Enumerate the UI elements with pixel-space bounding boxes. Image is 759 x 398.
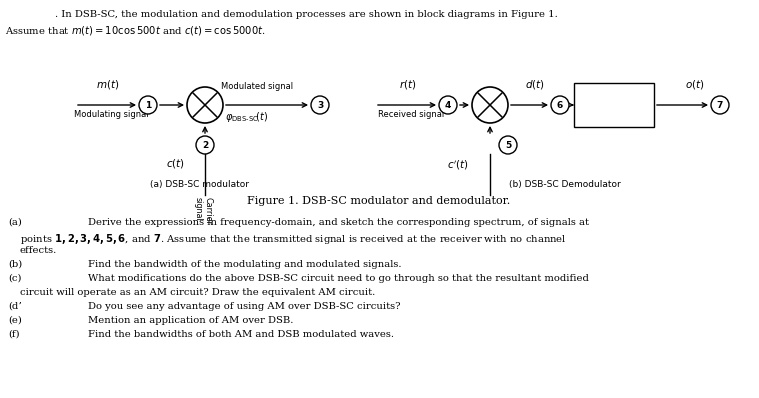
Text: circuit will operate as an AM circuit? Draw the equivalent AM circuit.: circuit will operate as an AM circuit? D…	[20, 288, 375, 297]
Text: Low-pass: Low-pass	[594, 94, 634, 103]
Text: $o(t)$: $o(t)$	[685, 78, 705, 91]
Circle shape	[711, 96, 729, 114]
Text: Mention an application of AM over DSB.: Mention an application of AM over DSB.	[88, 316, 294, 325]
Text: (a): (a)	[8, 218, 22, 227]
Text: Figure 1. DSB-SC modulator and demodulator.: Figure 1. DSB-SC modulator and demodulat…	[247, 196, 511, 206]
Text: points $\mathbf{1, 2, 3, 4, 5, 6}$, and $\mathbf{7}$. Assume that the transmitte: points $\mathbf{1, 2, 3, 4, 5, 6}$, and …	[20, 232, 567, 246]
Text: 4: 4	[445, 101, 451, 109]
Text: (e): (e)	[8, 316, 22, 325]
Text: filter: filter	[604, 109, 624, 117]
Text: Find the bandwidth of the modulating and modulated signals.: Find the bandwidth of the modulating and…	[88, 260, 402, 269]
Text: (c): (c)	[8, 274, 21, 283]
Text: $c(t)$: $c(t)$	[165, 157, 184, 170]
Circle shape	[196, 136, 214, 154]
Text: (b): (b)	[8, 260, 22, 269]
Text: Received signal: Received signal	[378, 110, 444, 119]
Text: 3: 3	[317, 101, 323, 109]
Text: 1: 1	[145, 101, 151, 109]
Text: $m(t)$: $m(t)$	[96, 78, 120, 91]
Text: What modifications do the above DSB-SC circuit need to go through so that the re: What modifications do the above DSB-SC c…	[88, 274, 589, 283]
Text: (a) DSB-SC modulator: (a) DSB-SC modulator	[150, 180, 250, 189]
Text: (f): (f)	[8, 330, 20, 339]
Text: $r(t)$: $r(t)$	[399, 78, 417, 91]
Circle shape	[311, 96, 329, 114]
Text: $c'(t)$: $c'(t)$	[447, 159, 469, 172]
Text: $d(t)$: $d(t)$	[525, 78, 545, 91]
Text: Find the bandwidths of both AM and DSB modulated waves.: Find the bandwidths of both AM and DSB m…	[88, 330, 394, 339]
Text: Assume that $m(t)=10\cos 500t$ and $c(t)=\cos 5000t$.: Assume that $m(t)=10\cos 500t$ and $c(t)…	[5, 24, 266, 37]
Text: 7: 7	[716, 101, 723, 109]
Circle shape	[551, 96, 569, 114]
Text: (b) DSB-SC Demodulator: (b) DSB-SC Demodulator	[509, 180, 621, 189]
Text: Modulating signal: Modulating signal	[74, 110, 148, 119]
Text: (dʼ: (dʼ	[8, 302, 21, 311]
Text: . In DSB-SC, the modulation and demodulation processes are shown in block diagra: . In DSB-SC, the modulation and demodula…	[55, 10, 558, 19]
Circle shape	[439, 96, 457, 114]
Text: 2: 2	[202, 140, 208, 150]
Text: 5: 5	[505, 140, 511, 150]
Text: Do you see any advantage of using AM over DSB-SC circuits?: Do you see any advantage of using AM ove…	[88, 302, 401, 311]
Text: $\varphi_{\rm DBS\text{-}SC}\!\left(t\right)$: $\varphi_{\rm DBS\text{-}SC}\!\left(t\ri…	[225, 110, 269, 124]
Circle shape	[472, 87, 508, 123]
Text: Modulated signal: Modulated signal	[221, 82, 293, 91]
Text: 6: 6	[557, 101, 563, 109]
Bar	[574, 83, 654, 127]
Circle shape	[499, 136, 517, 154]
Text: effects.: effects.	[20, 246, 57, 255]
Text: Carrier
signal: Carrier signal	[194, 197, 213, 225]
Circle shape	[187, 87, 223, 123]
Circle shape	[139, 96, 157, 114]
Text: Derive the expressions in frequency-domain, and sketch the corresponding spectru: Derive the expressions in frequency-doma…	[88, 218, 589, 227]
